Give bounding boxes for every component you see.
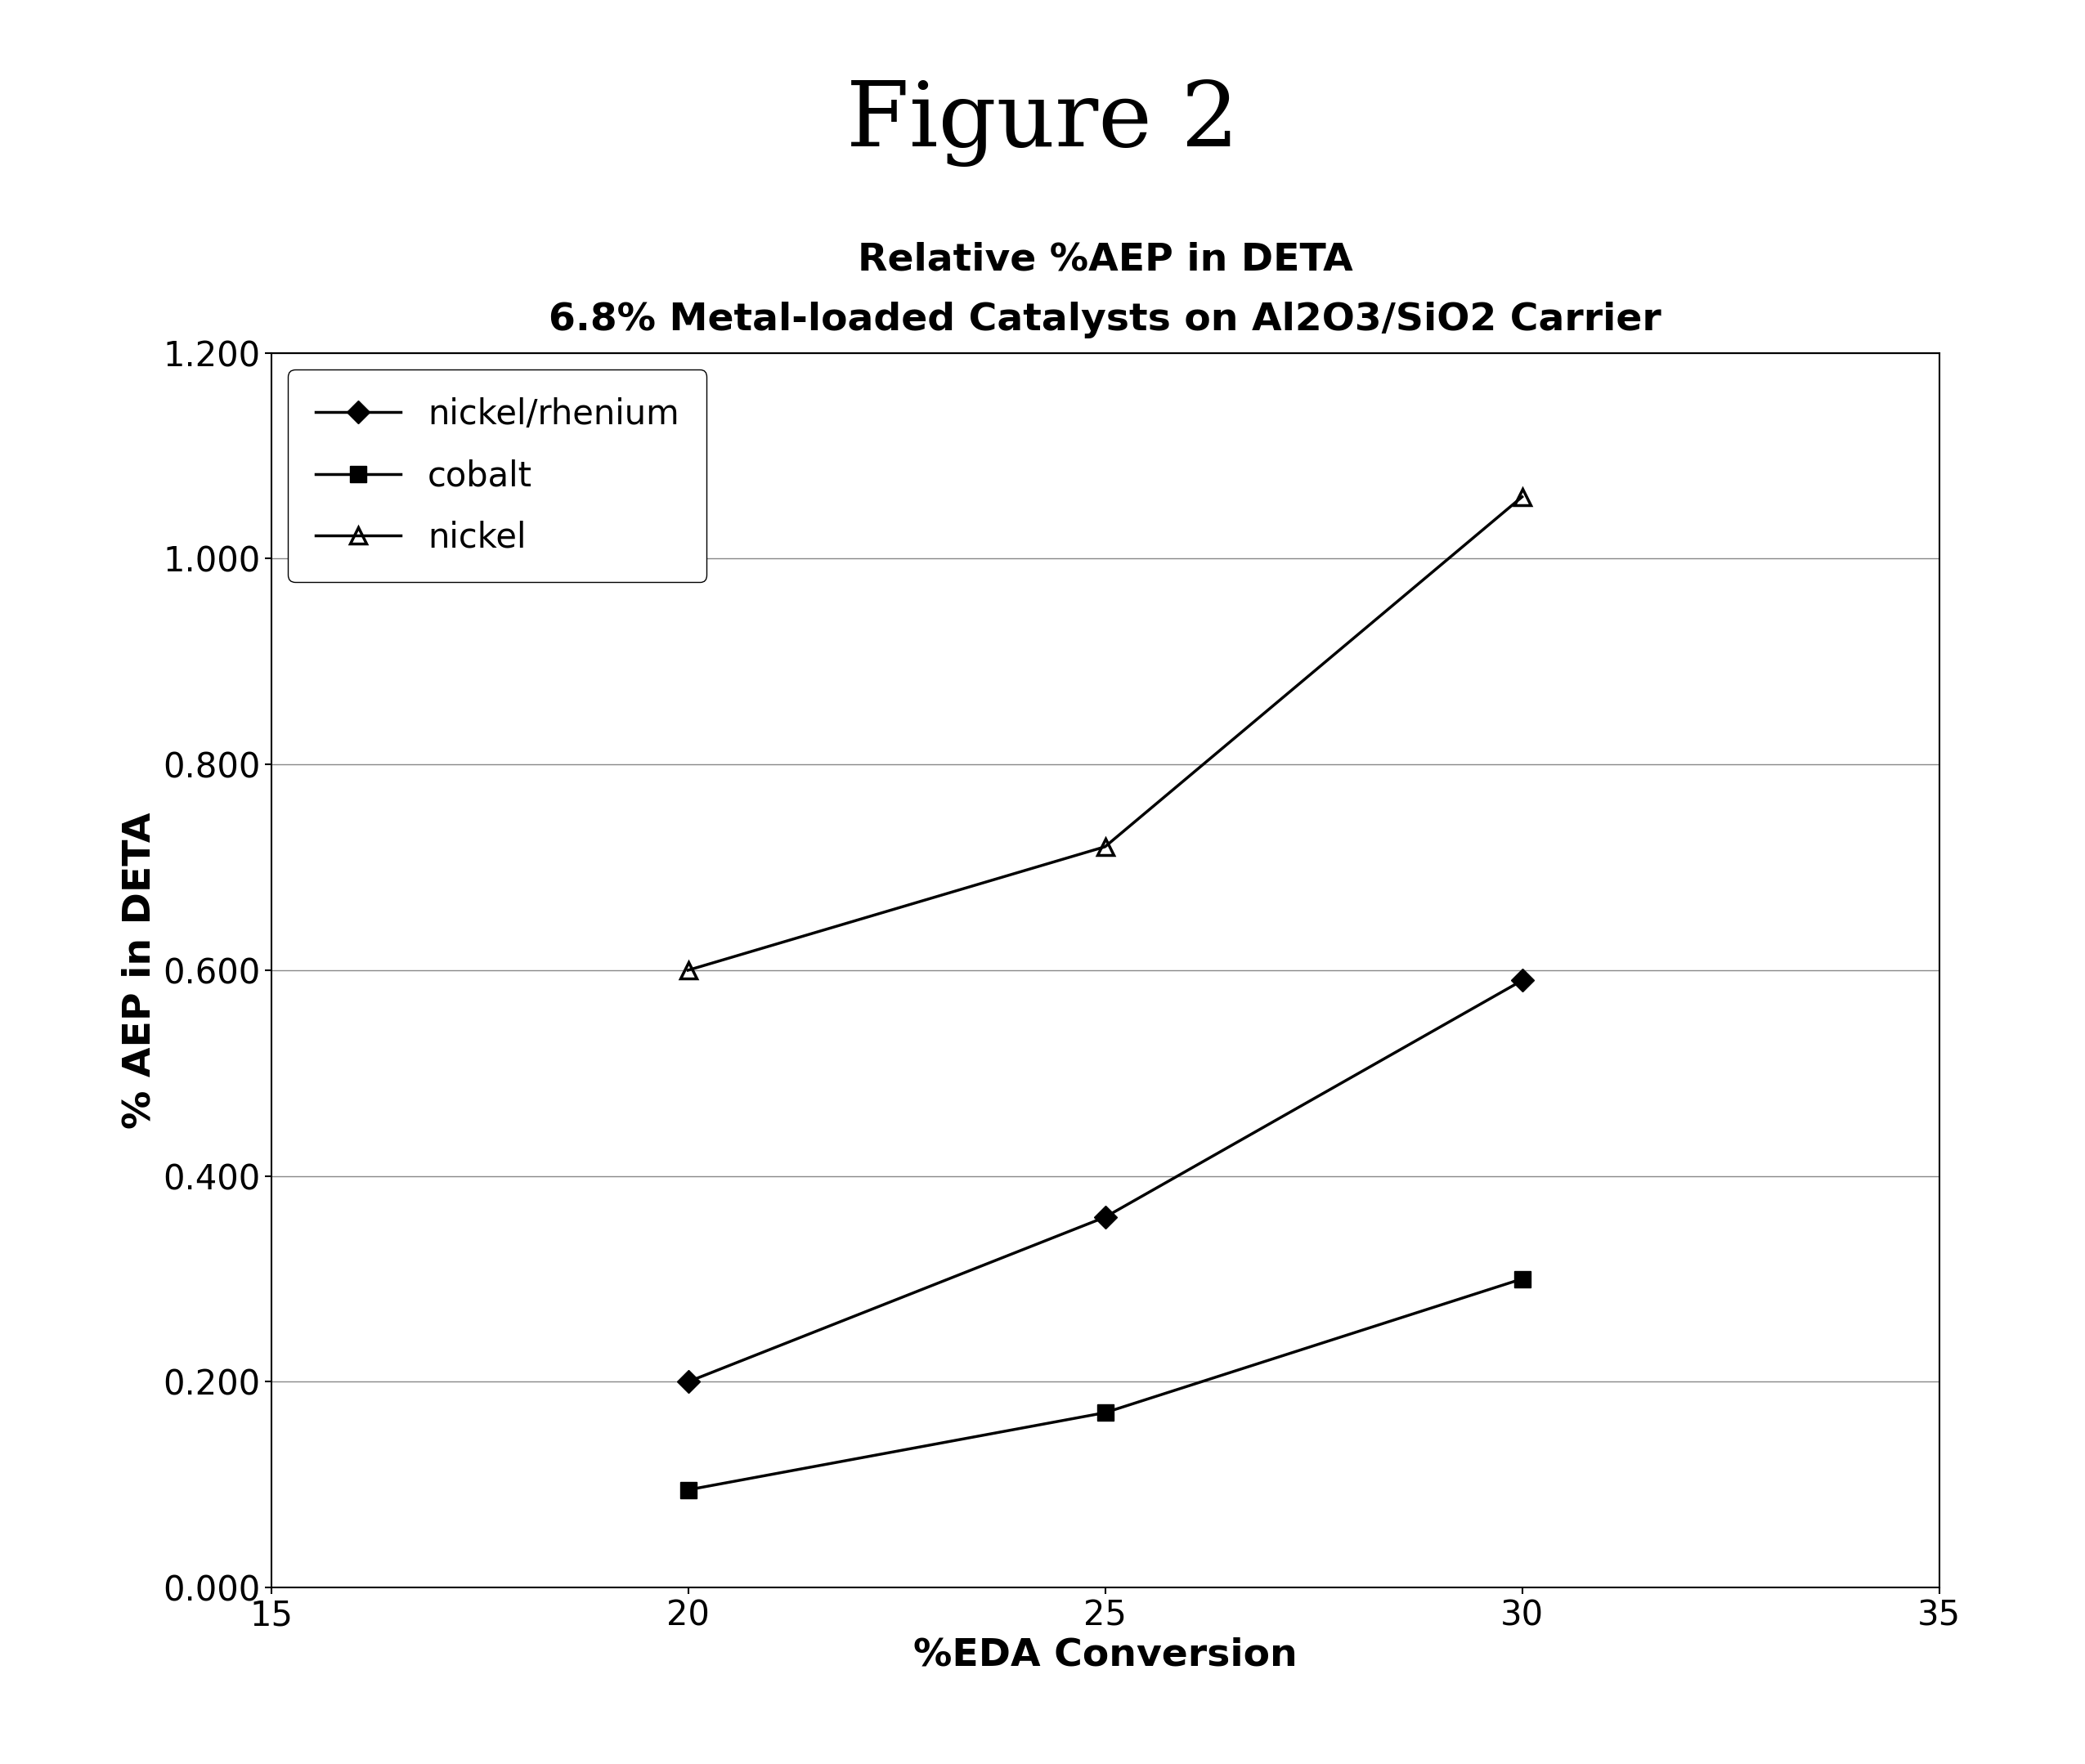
cobalt [676,1480,701,1501]
X-axis label: %EDA Conversion: %EDA Conversion [913,1637,1297,1674]
nickel [676,960,701,981]
cobalt [1093,1402,1118,1424]
Title: Relative %AEP in DETA
6.8% Metal-loaded Catalysts on Al2O3/SiO2 Carrier: Relative %AEP in DETA 6.8% Metal-loaded … [548,242,1662,339]
Line: nickel: nickel [680,489,1530,979]
nickel/rhenium [1093,1207,1118,1228]
Legend: nickel/rhenium, cobalt, nickel: nickel/rhenium, cobalt, nickel [288,370,707,582]
nickel/rhenium [1510,970,1535,991]
Line: cobalt: cobalt [680,1270,1530,1498]
Text: Figure 2: Figure 2 [847,79,1238,168]
Y-axis label: % AEP in DETA: % AEP in DETA [121,811,158,1129]
nickel/rhenium [676,1371,701,1392]
nickel [1510,487,1535,508]
Line: nickel/rhenium: nickel/rhenium [680,972,1530,1390]
nickel [1093,836,1118,857]
cobalt [1510,1268,1535,1289]
